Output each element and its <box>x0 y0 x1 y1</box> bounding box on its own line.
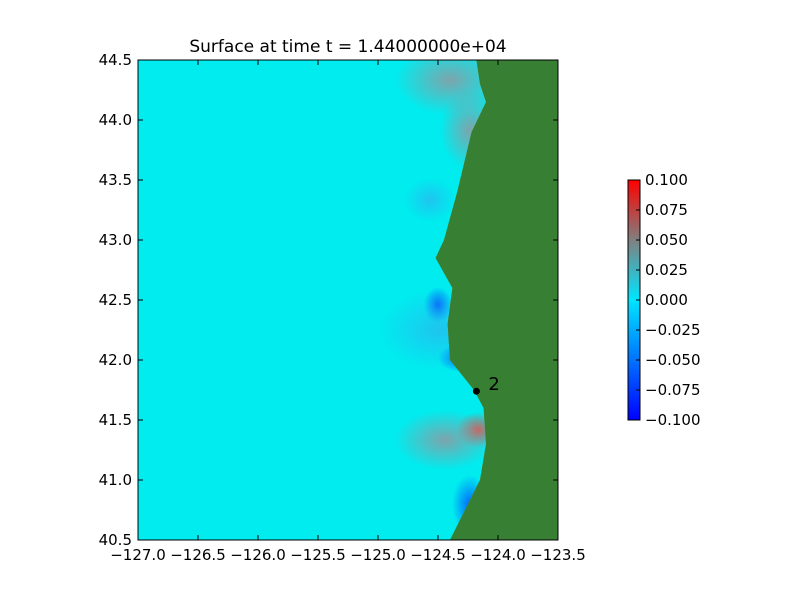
colorbar-tick-label: −0.050 <box>645 351 701 369</box>
y-axis: 40.5 41.0 41.5 42.0 42.5 43.0 43.5 44.0 44.5 <box>99 51 558 549</box>
colorbar-tick-label: −0.025 <box>645 321 701 339</box>
y-tick-label: 44.0 <box>99 111 132 129</box>
x-tick-label: −126.5 <box>170 546 226 564</box>
colorbar-tick-label: −0.100 <box>645 411 701 429</box>
colorbar-tick-label: 0.025 <box>645 261 688 279</box>
plot-area <box>138 60 558 540</box>
anomaly-patch <box>395 410 495 470</box>
y-tick-label: 42.5 <box>99 291 132 309</box>
gauge-point <box>472 387 480 395</box>
colorbar-ticks: 0.100 0.075 0.050 0.025 0.000 −0.025 −0.050 −0.… <box>636 171 701 429</box>
y-tick-label: 44.5 <box>99 51 132 69</box>
x-axis: −127.0 −126.5 −126.0 −125.5 −125.0 −124.5 −124… <box>110 60 586 564</box>
chart-title: Surface at time t = 1.44000000e+04 <box>189 37 506 57</box>
y-tick-label: 40.5 <box>99 531 132 549</box>
x-tick-label: −123.5 <box>530 546 586 564</box>
x-tick-label: −125.5 <box>290 546 346 564</box>
colorbar-tick-label: 0.000 <box>645 291 688 309</box>
colorbar-tick-label: 0.075 <box>645 201 688 219</box>
y-tick-label: 43.0 <box>99 231 132 249</box>
gauge-marker <box>472 387 480 395</box>
colorbar-tick-label: −0.075 <box>645 381 701 399</box>
anomaly-patch <box>405 178 455 222</box>
y-tick-label: 41.0 <box>99 471 132 489</box>
y-tick-label: 43.5 <box>99 171 132 189</box>
colorbar-tick-label: 0.100 <box>645 171 688 189</box>
x-tick-label: −124.5 <box>410 546 466 564</box>
x-tick-label: −127.0 <box>110 546 166 564</box>
colorbar-tick-label: 0.050 <box>645 231 688 249</box>
x-tick-label: −126.0 <box>230 546 286 564</box>
land-mass <box>435 60 558 540</box>
x-tick-label: −124.0 <box>470 546 526 564</box>
y-tick-label: 42.0 <box>99 351 132 369</box>
colorbar: 0.100 0.075 0.050 0.025 0.000 −0.025 −0.050 −0.… <box>627 171 701 429</box>
y-tick-label: 41.5 <box>99 411 132 429</box>
gauge-label: 2 <box>488 374 499 395</box>
x-tick-label: −125.0 <box>350 546 406 564</box>
